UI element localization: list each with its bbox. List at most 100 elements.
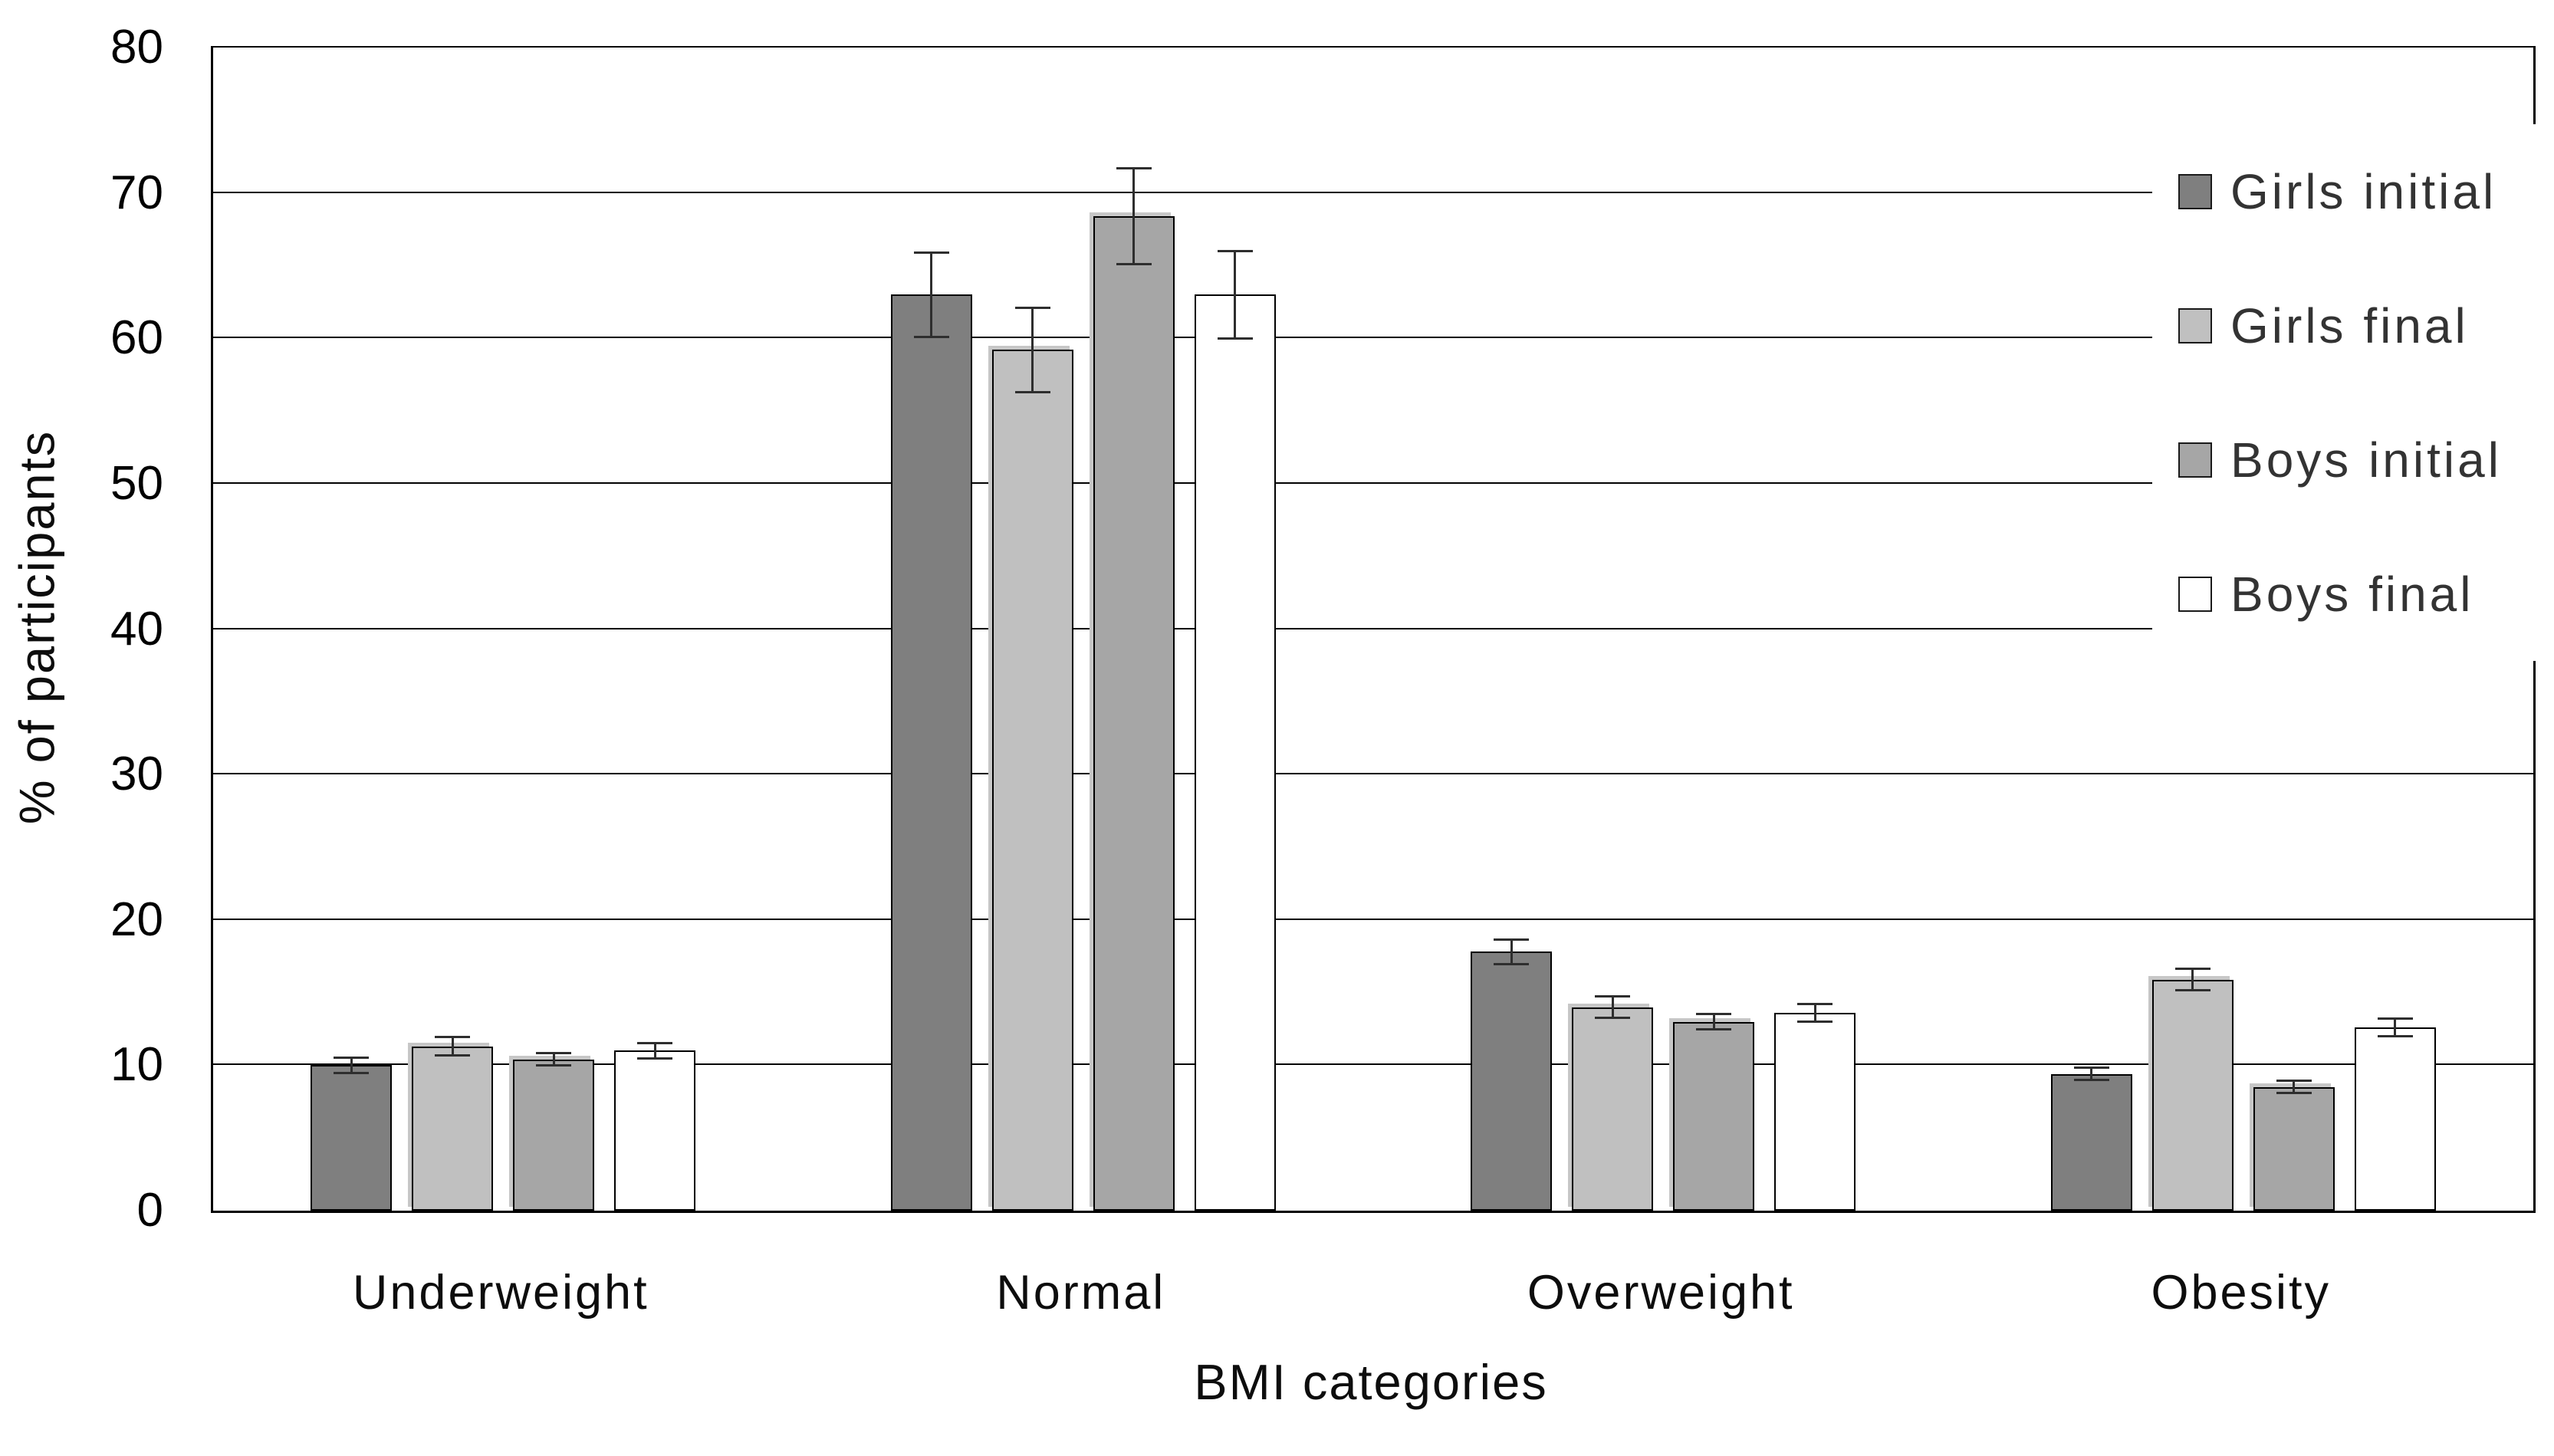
error-stem — [1611, 995, 1614, 1019]
error-bar — [2073, 1067, 2109, 1082]
error-cap-bottom — [1014, 391, 1050, 394]
error-stem — [1031, 306, 1034, 394]
y-tick-label-80: 80 — [110, 21, 163, 74]
error-cap-bottom — [1797, 1021, 1833, 1024]
bar-girls-final-overweight — [1572, 995, 1654, 1211]
error-cap-bottom — [2073, 1079, 2109, 1082]
error-stem — [2293, 1080, 2296, 1095]
bar-boys-initial-underweight — [513, 1052, 595, 1211]
y-tick-label-20: 20 — [110, 892, 163, 946]
bar-group-normal — [794, 48, 1374, 1211]
legend: Girls initial Girls final Boys initial Boys… — [2152, 124, 2554, 661]
error-bar — [1797, 1002, 1833, 1024]
bar-boys-initial-obesity — [2253, 1080, 2335, 1211]
legend-label: Boys initial — [2230, 432, 2502, 488]
y-tick-label-40: 40 — [110, 602, 163, 656]
error-bar — [1595, 995, 1631, 1019]
legend-item-girls-initial: Girls initial — [2152, 124, 2554, 258]
error-cap-bottom — [1116, 263, 1152, 266]
error-bar — [1696, 1013, 1732, 1030]
error-cap-bottom — [1696, 1027, 1732, 1030]
y-tick-label-70: 70 — [110, 166, 163, 219]
error-bar — [2276, 1080, 2312, 1095]
legend-swatch — [2178, 442, 2212, 478]
error-bar — [435, 1036, 471, 1057]
y-tick-label-10: 10 — [110, 1038, 163, 1092]
error-cap-bottom — [2377, 1035, 2413, 1038]
y-tick-label-50: 50 — [110, 456, 163, 510]
gridline-30 — [213, 773, 2533, 775]
legend-label: Girls initial — [2230, 163, 2497, 219]
x-label-underweight: Underweight — [352, 1266, 649, 1320]
error-stem — [1234, 249, 1237, 340]
error-stem — [552, 1052, 555, 1067]
error-cap-bottom — [536, 1064, 572, 1067]
legend-swatch — [2178, 173, 2212, 209]
error-stem — [1510, 938, 1513, 965]
x-label-normal: Normal — [996, 1266, 1166, 1320]
y-tick-label-60: 60 — [110, 311, 163, 365]
y-axis-title: % of participants — [8, 429, 65, 825]
error-bar — [1014, 306, 1050, 394]
bar-groups — [213, 48, 2533, 1211]
error-bar — [334, 1057, 370, 1074]
bar-boys-final-normal — [1194, 249, 1276, 1211]
legend-item-girls-final: Girls final — [2152, 258, 2554, 393]
error-cap-bottom — [334, 1071, 370, 1074]
error-bar — [1494, 938, 1530, 965]
bar-girls-final-normal — [991, 306, 1073, 1211]
gridline-20 — [213, 918, 2533, 920]
legend-item-boys-final: Boys final — [2152, 527, 2554, 661]
y-tick-label-0: 0 — [136, 1184, 163, 1237]
error-stem — [653, 1042, 656, 1060]
bar-boys-initial-overweight — [1673, 1013, 1755, 1211]
bar-boys-initial-normal — [1093, 166, 1175, 1211]
legend-swatch — [2178, 307, 2212, 343]
x-category-labels: Underweight Normal Overweight Obesity — [211, 1265, 2531, 1320]
error-bar — [1116, 166, 1152, 266]
error-bar — [637, 1042, 673, 1060]
bar-girls-initial-obesity — [2050, 1067, 2132, 1211]
error-stem — [451, 1036, 454, 1057]
error-bar — [1217, 249, 1253, 340]
y-tick-label-30: 30 — [110, 748, 163, 801]
gridline-60 — [213, 337, 2533, 339]
error-stem — [1813, 1002, 1816, 1024]
error-bar — [2377, 1017, 2413, 1038]
legend-label: Girls final — [2230, 297, 2469, 353]
error-cap-bottom — [2174, 988, 2211, 991]
gridline-10 — [213, 1063, 2533, 1066]
bar-group-overweight — [1373, 48, 1954, 1211]
bar-girls-final-underweight — [412, 1036, 494, 1211]
x-label-obesity: Obesity — [2151, 1266, 2332, 1320]
error-stem — [350, 1057, 353, 1074]
error-cap-bottom — [1595, 1016, 1631, 1019]
bar-girls-initial-normal — [890, 251, 972, 1211]
error-stem — [930, 251, 933, 339]
legend-swatch — [2178, 576, 2212, 612]
bar-girls-final-obesity — [2151, 968, 2234, 1211]
error-stem — [2191, 968, 2194, 991]
gridline-50 — [213, 481, 2533, 484]
error-bar — [536, 1052, 572, 1067]
legend-item-boys-initial: Boys initial — [2152, 393, 2554, 527]
error-cap-bottom — [637, 1057, 673, 1060]
error-cap-bottom — [2276, 1092, 2312, 1095]
error-stem — [2090, 1067, 2093, 1082]
bar-boys-final-obesity — [2354, 1017, 2436, 1211]
gridline-40 — [213, 627, 2533, 629]
plot-area: 0 10 20 30 40 50 60 70 80 Girls initial Girls fin… — [110, 24, 2554, 1234]
error-bar — [2174, 968, 2211, 991]
error-cap-bottom — [435, 1054, 471, 1057]
error-stem — [2394, 1017, 2397, 1038]
error-stem — [1132, 166, 1136, 266]
bar-group-obesity — [1954, 48, 2534, 1211]
error-bar — [913, 251, 949, 339]
legend-label: Boys final — [2230, 566, 2474, 622]
error-cap-bottom — [913, 336, 949, 339]
x-axis-title: BMI categories — [1194, 1354, 1548, 1410]
bar-group-underweight — [213, 48, 794, 1211]
error-stem — [1712, 1013, 1715, 1030]
bar-girls-initial-overweight — [1471, 938, 1553, 1211]
